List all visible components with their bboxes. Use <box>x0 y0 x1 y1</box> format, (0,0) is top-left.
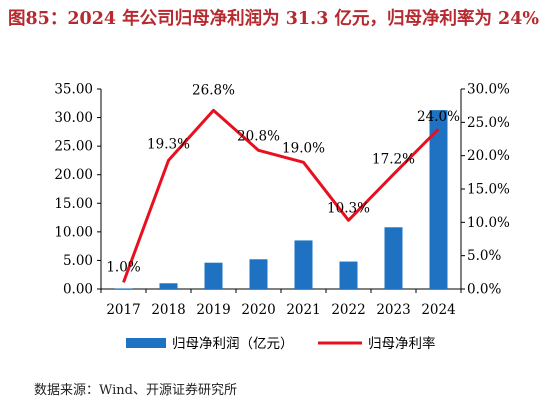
right-tick-label: 25.0% <box>467 115 510 131</box>
figure-title: 图85：2024 年公司归母净利润为 31.3 亿元，归母净利率为 24% <box>8 9 540 29</box>
right-tick-label: 10.0% <box>467 215 510 231</box>
x-tick-label: 2019 <box>196 302 230 318</box>
left-tick-label: 35.00 <box>54 82 93 98</box>
left-tick-label: 0.00 <box>63 282 93 298</box>
legend-line-label: 归母净利率 <box>368 335 436 352</box>
margin-data-label: 10.3% <box>327 200 370 216</box>
right-tick-label: 15.0% <box>467 182 510 198</box>
margin-data-label: 1.0% <box>106 259 140 275</box>
right-tick-label: 5.0% <box>467 248 501 264</box>
source-note: 数据来源：Wind、开源证券研究所 <box>34 383 237 398</box>
left-tick-label: 30.00 <box>54 110 93 126</box>
profit-bar <box>429 110 448 290</box>
legend-bar-swatch <box>126 338 166 348</box>
x-tick-label: 2024 <box>421 302 455 318</box>
profit-bar <box>339 261 358 289</box>
x-tick-label: 2021 <box>286 302 320 318</box>
profit-bar <box>114 288 133 289</box>
margin-data-label: 26.8% <box>192 82 235 98</box>
right-tick-label: 0.0% <box>467 282 501 298</box>
x-tick-label: 2022 <box>331 302 365 318</box>
margin-data-label: 24.0% <box>417 109 460 125</box>
profit-bar <box>159 283 178 289</box>
profit-bar <box>294 240 313 289</box>
left-tick-label: 5.00 <box>63 253 93 269</box>
left-tick-label: 10.00 <box>54 224 93 240</box>
profit-bar <box>204 262 223 289</box>
profit-bar <box>384 227 403 289</box>
margin-data-label: 20.8% <box>237 128 280 144</box>
left-tick-label: 15.00 <box>54 196 93 212</box>
margin-data-label: 19.3% <box>147 136 190 152</box>
margin-line <box>122 108 440 283</box>
right-tick-label: 30.0% <box>467 82 510 98</box>
margin-data-label: 19.0% <box>282 140 325 156</box>
right-tick-label: 20.0% <box>467 148 510 164</box>
left-tick-label: 25.00 <box>54 139 93 155</box>
x-tick-label: 2023 <box>376 302 410 318</box>
profit-bar <box>249 259 268 289</box>
left-tick-label: 20.00 <box>54 167 93 183</box>
margin-data-label: 17.2% <box>372 151 415 167</box>
x-tick-label: 2020 <box>241 302 275 318</box>
legend-bar-label: 归母净利润（亿元） <box>172 335 294 352</box>
x-tick-label: 2017 <box>106 302 140 318</box>
x-tick-label: 2018 <box>151 302 185 318</box>
